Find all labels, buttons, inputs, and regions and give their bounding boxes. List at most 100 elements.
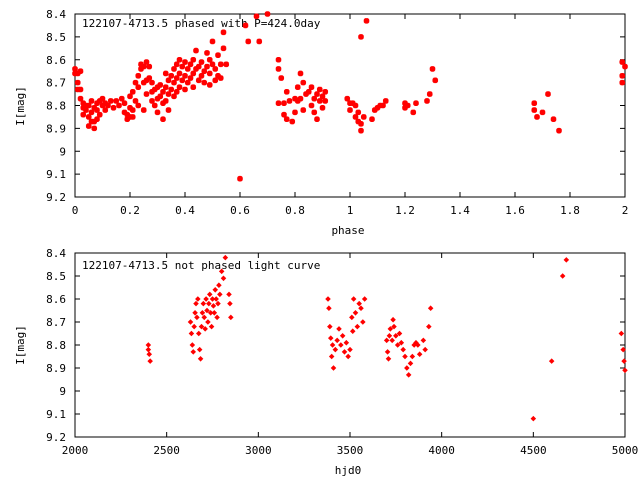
data-point	[157, 93, 164, 100]
data-point	[171, 66, 177, 72]
data-point	[355, 118, 362, 125]
data-point	[207, 310, 214, 316]
data-point	[80, 111, 87, 118]
data-point	[94, 107, 100, 113]
x-tick-label: 0.8	[285, 204, 305, 217]
data-point	[349, 328, 356, 334]
data-point	[107, 98, 114, 104]
data-point	[132, 98, 139, 104]
data-point	[203, 296, 209, 302]
chart-title: 122107-4713.5 phased with P=424.0day	[82, 17, 321, 30]
data-point	[204, 307, 210, 314]
data-point	[140, 107, 147, 113]
data-point	[195, 63, 202, 70]
data-point	[215, 300, 221, 307]
data-point	[619, 59, 626, 65]
data-point	[358, 120, 364, 127]
data-point	[352, 114, 359, 120]
data-point	[618, 330, 625, 337]
data-point	[199, 310, 206, 316]
data-point	[190, 56, 197, 63]
data-point	[191, 323, 197, 330]
data-point	[391, 323, 397, 330]
data-point	[168, 72, 175, 79]
data-point	[162, 98, 169, 104]
y-tick-label: 9	[59, 145, 66, 158]
data-point	[327, 335, 334, 341]
data-point	[160, 116, 166, 123]
x-tick-label: 1.4	[450, 204, 470, 217]
data-point	[201, 68, 208, 74]
data-point	[187, 75, 194, 81]
data-point	[217, 291, 223, 298]
data-point	[548, 358, 555, 364]
y-tick-label: 9.1	[46, 168, 66, 181]
x-tick-label: 5000	[612, 444, 639, 457]
data-point	[182, 72, 188, 79]
data-point	[171, 93, 177, 100]
data-point	[209, 296, 216, 302]
data-point	[135, 72, 142, 79]
y-axis-label: I[mag]	[14, 86, 27, 126]
data-point	[173, 88, 180, 95]
data-point	[237, 175, 243, 182]
data-point	[622, 367, 628, 374]
data-point	[422, 346, 428, 353]
data-point	[426, 91, 433, 97]
data-point	[327, 323, 333, 330]
data-point	[339, 333, 346, 339]
data-point	[283, 88, 290, 95]
data-point	[356, 300, 362, 307]
data-point	[140, 79, 147, 86]
y-tick-label: 8.9	[46, 122, 66, 135]
data-point	[275, 100, 282, 107]
data-point	[214, 314, 220, 321]
data-point	[426, 323, 432, 330]
data-point	[220, 29, 227, 36]
data-point	[416, 351, 423, 357]
data-point	[294, 98, 301, 104]
data-point	[358, 127, 364, 134]
data-point	[278, 75, 285, 81]
data-point	[189, 342, 196, 348]
y-tick-label: 8.8	[46, 339, 66, 352]
unphased-light-curve-chart: 122107-4713.5 not phased light curve hjd…	[14, 247, 638, 477]
data-point	[303, 91, 309, 97]
data-point	[184, 79, 191, 86]
data-point	[196, 346, 203, 353]
data-point	[305, 88, 312, 95]
data-point	[311, 109, 318, 116]
data-point	[328, 353, 335, 360]
data-point	[129, 107, 136, 113]
data-point	[160, 88, 166, 95]
data-point	[330, 365, 337, 371]
data-point	[77, 86, 84, 93]
data-point	[182, 86, 188, 93]
data-point	[332, 346, 339, 353]
data-point	[195, 330, 202, 337]
x-tick-label: 1.2	[395, 204, 415, 217]
data-point	[316, 98, 323, 104]
data-point	[99, 95, 106, 102]
data-point	[105, 102, 111, 109]
data-point	[204, 50, 210, 56]
y-axis-label: I[mag]	[14, 325, 27, 365]
data-point	[187, 319, 194, 325]
data-point	[187, 61, 194, 68]
data-point	[209, 38, 216, 45]
data-point	[394, 342, 401, 348]
data-point	[121, 109, 128, 116]
data-point	[325, 296, 331, 302]
data-point	[197, 356, 204, 362]
data-point	[193, 66, 199, 72]
data-point	[530, 415, 537, 422]
data-point	[102, 107, 109, 113]
data-point	[205, 319, 211, 325]
data-point	[347, 346, 353, 353]
data-point	[389, 337, 395, 344]
data-point	[143, 59, 150, 65]
data-point	[85, 102, 92, 109]
data-point	[206, 82, 213, 88]
data-point	[165, 91, 172, 97]
data-point	[118, 95, 125, 102]
